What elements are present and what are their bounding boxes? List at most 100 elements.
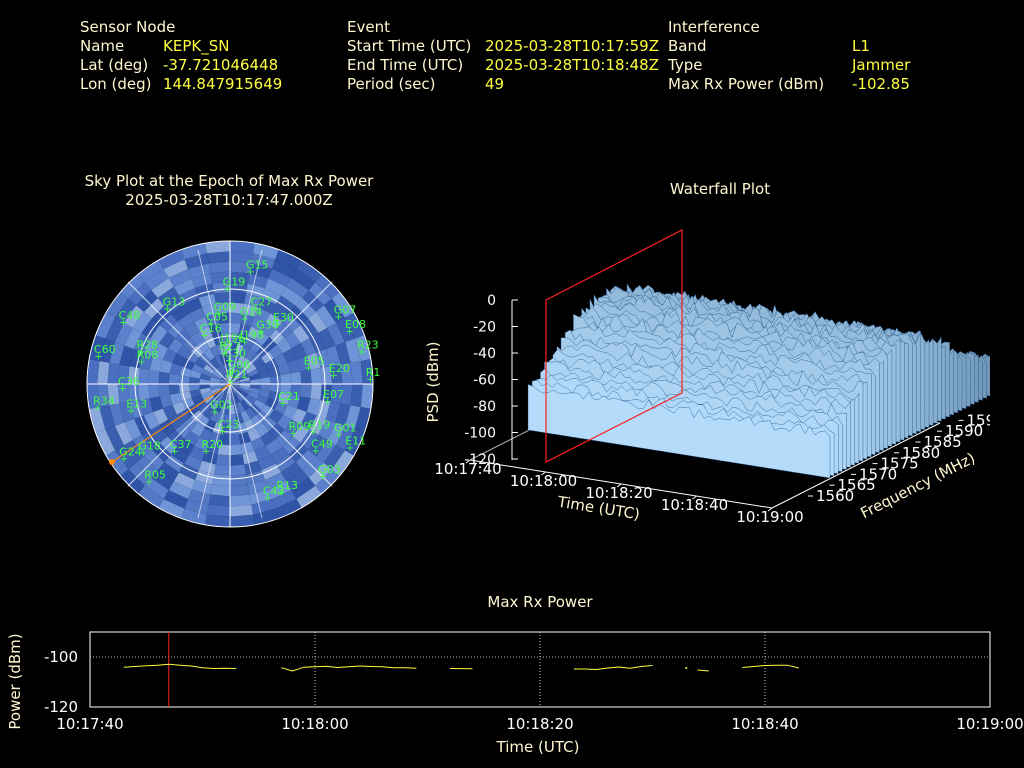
sky-heat-cell — [188, 263, 211, 279]
sky-heat-cell — [236, 401, 246, 413]
sky-heat-cell — [276, 338, 292, 354]
x-tick-label: 10:18:20 — [506, 715, 573, 733]
sky-heat-cell — [240, 410, 251, 423]
sky-heat-cell — [219, 380, 230, 384]
sky-heat-cell — [230, 302, 245, 314]
sky-heat-cell — [224, 384, 230, 394]
sky-heat-cell — [127, 384, 140, 402]
band-value: L1 — [852, 37, 870, 55]
sky-heat-cell — [144, 269, 169, 291]
sky-heat-cell — [261, 288, 282, 305]
sky-heat-cell — [235, 366, 244, 377]
sky-heat-cell — [219, 392, 227, 404]
satellite-label: C16 — [200, 322, 222, 335]
line-chart-title: Max Rx Power — [487, 593, 593, 611]
jammer-marker — [109, 459, 115, 465]
sky-heat-cell — [318, 418, 336, 441]
x-tick-label: 10:19:00 — [956, 715, 1023, 733]
sky-heat-cell — [260, 376, 271, 384]
satellite-C60: +C60 — [94, 343, 116, 363]
freq-tick-label: 1580 — [902, 444, 940, 462]
sky-heat-cell — [300, 318, 319, 339]
sky-heat-cell — [238, 387, 250, 395]
time-tick — [541, 471, 546, 476]
sky-heat-cell — [127, 366, 140, 384]
satellite-C23: +C23 — [218, 418, 240, 438]
sensor-node-block: Sensor Node Name KEPK_SN Lat (deg) -37.721… — [80, 18, 282, 94]
satellite-marker: + — [94, 351, 102, 362]
sky-heat-cell — [280, 384, 292, 395]
sky-heat-cell — [275, 295, 296, 314]
sky-heat-cell — [117, 384, 130, 404]
sky-heat-cell — [310, 368, 322, 384]
satellite-label: R16 — [366, 366, 380, 379]
sky-heat-cell — [214, 292, 230, 304]
sky-heat-cell — [291, 477, 316, 499]
sky-heat-cell — [107, 384, 120, 406]
sky-heat-cell — [189, 307, 206, 323]
sky-heat-cell — [190, 423, 205, 438]
satellite-label: G18 — [138, 439, 161, 452]
sky-heat-cell — [181, 508, 207, 525]
sky-heat-cell — [159, 331, 176, 349]
sky-heat-cell — [169, 392, 183, 405]
time-tick-label: 10:19:00 — [736, 508, 803, 526]
start-label: Start Time (UTC) — [347, 37, 472, 55]
sky-heat-cell — [215, 302, 230, 314]
satellite-marker: + — [346, 443, 354, 454]
satellite-C05: +C05 — [206, 311, 228, 331]
power-series-segment — [123, 663, 237, 670]
satellite-marker: + — [163, 304, 171, 315]
sky-heat-cell — [194, 437, 210, 452]
sky-heat-cell — [177, 313, 195, 330]
sky-plot: +R21+G06+C30+E27+J196+J198+C16+C05+G09+G… — [86, 240, 380, 528]
sky-heat-cell — [354, 407, 371, 433]
satellite-marker: + — [137, 347, 145, 358]
satellite-label: G19 — [223, 276, 246, 289]
sky-heat-cell — [300, 338, 317, 357]
sky-heat-cell — [216, 366, 225, 377]
sky-heat-cell — [308, 311, 328, 333]
satellite-marker: + — [312, 446, 320, 457]
time-tick-label: 10:17:40 — [434, 460, 501, 478]
sky-heat-cell — [251, 499, 276, 515]
sky-heat-cell — [250, 339, 263, 353]
sky-heat-cell — [132, 311, 152, 333]
sky-heat-cell — [173, 472, 196, 490]
sky-heat-cell — [260, 430, 276, 446]
satellite-label: G02 — [210, 399, 233, 412]
sky-heat-cell — [271, 259, 297, 278]
sky-heat-cell — [268, 481, 292, 500]
sky-heat-cell — [340, 362, 353, 384]
sky-heat-cell — [169, 363, 183, 376]
sky-heat-cell — [168, 268, 192, 287]
sky-heat-cell — [280, 373, 292, 384]
sky-heat-cell — [250, 437, 266, 452]
satellite-marker: + — [324, 397, 332, 408]
satellite-C16: +C16 — [200, 322, 222, 342]
sky-heat-cell — [89, 407, 106, 433]
waterfall-ridge — [527, 383, 831, 479]
jammer-direction-line — [111, 383, 231, 463]
waterfall-title: Waterfall Plot — [669, 180, 771, 198]
satellite-label: G06 — [228, 358, 251, 371]
sky-heat-cell — [123, 440, 144, 463]
time-tick-label: 10:18:00 — [510, 472, 577, 490]
satellite-marker: + — [257, 327, 265, 338]
psd-tick-label: -100 — [464, 426, 496, 442]
sky-heat-cell — [119, 401, 135, 423]
sky-heat-cell — [230, 384, 240, 390]
satellite-R20: +R20 — [202, 438, 224, 458]
sky-heat-cell — [290, 384, 302, 397]
time-tick — [616, 483, 622, 488]
sky-heat-cell — [296, 260, 322, 283]
satellite-E07: +E07 — [323, 388, 344, 408]
sky-heat-cell — [291, 269, 316, 291]
sky-heat-cell — [173, 278, 196, 296]
satellite-label: E27 — [219, 340, 240, 353]
satellite-R21: +R21 — [226, 368, 248, 388]
satellite-marker: + — [240, 314, 248, 325]
sky-heat-cell — [251, 253, 276, 269]
sky-heat-cell — [300, 429, 319, 450]
sky-heat-cell — [350, 384, 363, 408]
